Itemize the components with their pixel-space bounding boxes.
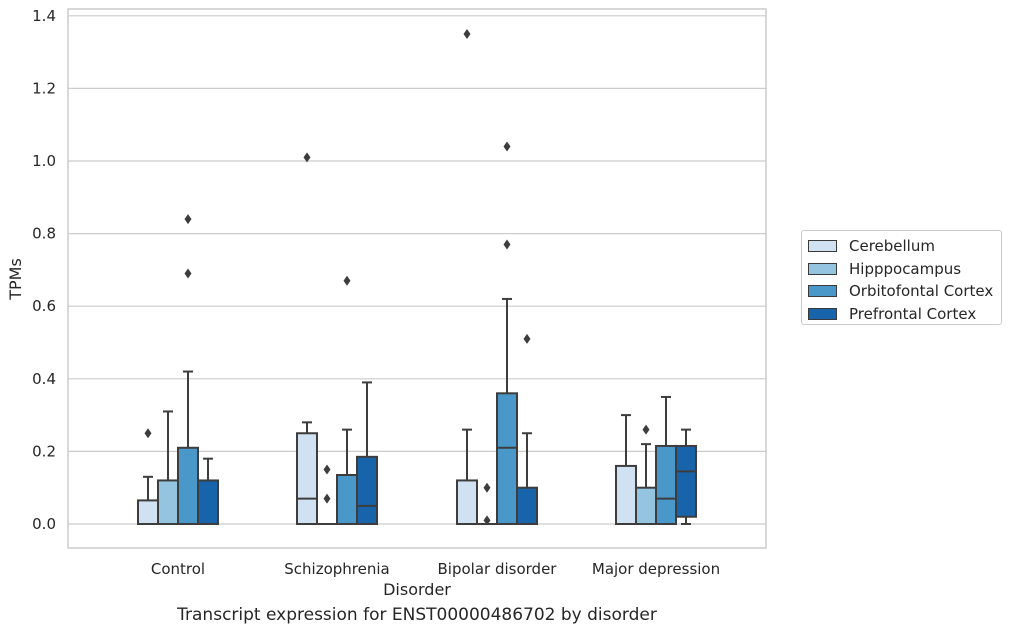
y-tick-label: 0.8	[32, 225, 56, 243]
x-tick-label: Control	[151, 560, 205, 578]
outlier-point	[483, 515, 491, 526]
outlier-point	[523, 333, 531, 344]
box-body	[137, 499, 159, 525]
box-body	[655, 444, 677, 525]
legend: Cerebellum Hipppocampus Orbitofontal Corte…	[801, 230, 1002, 325]
legend-swatch	[808, 240, 837, 253]
y-tick-label: 0.4	[32, 370, 56, 388]
outlier-point	[483, 482, 491, 493]
box-body	[197, 479, 219, 526]
outlier-point	[184, 214, 192, 225]
outlier-point	[323, 464, 331, 475]
box-hipppocampus	[635, 424, 657, 526]
outlier-point	[303, 152, 311, 163]
box-prefrontal-cortex	[675, 428, 697, 525]
box-prefrontal-cortex	[197, 457, 219, 526]
legend-swatch	[808, 285, 837, 298]
box-cerebellum	[137, 428, 159, 525]
box-orbitofontal-cortex	[496, 141, 518, 525]
y-axis-label: TPMs	[6, 258, 25, 301]
legend-label: Cerebellum	[849, 237, 935, 256]
box-groups	[137, 28, 697, 526]
x-tick-label: Major depression	[592, 560, 720, 578]
x-tick-label: Bipolar disorder	[438, 560, 558, 578]
box-cerebellum	[296, 152, 318, 525]
outlier-point	[343, 275, 351, 286]
legend-label: Prefrontal Cortex	[849, 305, 977, 324]
x-axis-label: Disorder	[383, 580, 451, 599]
y-tick-label: 0.6	[32, 297, 56, 315]
y-tick-label: 0.2	[32, 442, 56, 460]
box-body	[456, 479, 478, 526]
outlier-point	[184, 268, 192, 279]
x-tick-labels: Control Schizophrenia Bipolar disorder Majo…	[151, 560, 720, 578]
y-tick-label: 1.4	[32, 7, 56, 25]
legend-swatch	[808, 308, 837, 321]
plot-frame	[67, 8, 767, 549]
legend-label: Orbitofontal Cortex	[849, 282, 994, 301]
legend-item: Cerebellum	[808, 235, 1001, 258]
legend-item: Prefrontal Cortex	[808, 303, 1001, 326]
box-body	[296, 432, 318, 525]
legend-swatch	[808, 262, 837, 275]
outlier-point	[463, 28, 471, 39]
outlier-point	[144, 428, 152, 439]
box-body	[496, 392, 518, 525]
box-body	[516, 486, 538, 526]
box-body	[675, 444, 697, 518]
outlier-point	[323, 493, 331, 504]
box-prefrontal-cortex	[356, 381, 378, 525]
box-body	[177, 446, 199, 525]
box-body	[635, 486, 657, 526]
outlier-point	[503, 141, 511, 152]
x-tick-label: Schizophrenia	[284, 560, 389, 578]
legend-item: Orbitofontal Cortex	[808, 280, 1001, 303]
chart-caption: Transcript expression for ENST0000048670…	[177, 605, 657, 625]
legend-item: Hipppocampus	[808, 258, 1001, 281]
outlier-point	[642, 424, 650, 435]
box-body	[356, 455, 378, 525]
y-tick-labels: 0.0 0.2 0.4 0.6 0.8 1.0 1.2 1.4	[32, 7, 56, 533]
y-tick-label: 1.0	[32, 152, 56, 170]
box-cerebellum	[456, 28, 478, 526]
y-tick-label: 1.2	[32, 79, 56, 97]
legend-label: Hipppocampus	[849, 259, 962, 278]
box-body	[336, 473, 358, 525]
box-prefrontal-cortex	[516, 333, 538, 526]
y-tick-label: 0.0	[32, 515, 56, 533]
box-body	[615, 464, 637, 526]
outlier-point	[503, 239, 511, 250]
box-body	[157, 479, 179, 526]
